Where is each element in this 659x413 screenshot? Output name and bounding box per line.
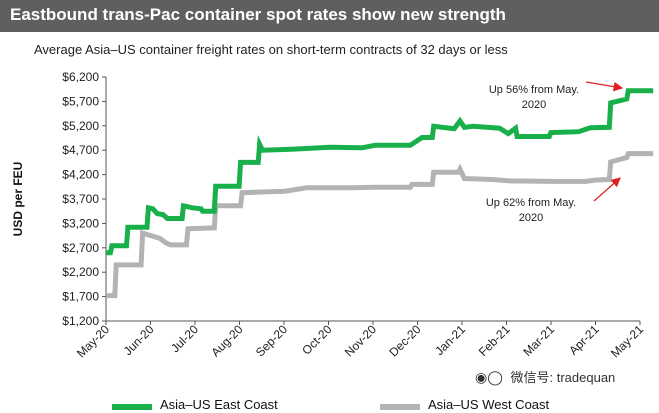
x-tick-label: Jan-21 (432, 322, 468, 358)
legend-label-east-coast: Asia–US East Coast (160, 397, 278, 412)
y-tick-label: $1,200 (62, 314, 99, 328)
legend-swatch-east-coast (112, 404, 152, 410)
x-tick-label: Mar-21 (520, 322, 557, 359)
legend-swatch-west-coast (380, 404, 420, 410)
watermark: ◉◯ 微信号: tradequan (472, 366, 619, 387)
wechat-icon: ◉◯ (475, 369, 503, 385)
x-tick-label: Aug-20 (208, 322, 245, 359)
title-bar: Eastbound trans-Pac container spot rates… (0, 0, 659, 32)
y-tick-label: $4,200 (62, 168, 99, 182)
y-tick-label: $1,700 (62, 290, 99, 304)
y-tick-label: $5,700 (62, 94, 99, 108)
x-tick-label: Dec-20 (386, 322, 423, 359)
annotation-east-line1: Up 56% from May. (489, 84, 579, 96)
annotation-east-line2: 2020 (522, 99, 546, 111)
x-tick-label: Apr-21 (566, 322, 602, 358)
y-axis-label: USD per FEU (11, 162, 25, 237)
y-tick-label: $3,700 (62, 192, 99, 206)
x-tick-label: Oct-20 (299, 322, 335, 358)
watermark-text: 微信号: tradequan (510, 370, 616, 385)
x-tick-label: May-21 (608, 322, 646, 360)
series-line-east-coast (106, 88, 654, 256)
y-tick-label: $2,700 (62, 241, 99, 255)
legend-label-west-coast: Asia–US West Coast (428, 397, 550, 412)
y-tick-label: $6,200 (62, 70, 99, 84)
series-line-west-coast (106, 151, 654, 299)
y-tick-label: $4,700 (62, 143, 99, 157)
chart-title: Eastbound trans-Pac container spot rates… (10, 5, 506, 24)
annotation-west-arrow (593, 177, 621, 202)
annotation-east-arrow (585, 81, 624, 92)
x-tick-label: Jun-20 (121, 322, 157, 358)
annotation-west-line2: 2020 (519, 212, 543, 224)
annotation-west-line1: Up 62% from May. (486, 197, 576, 209)
x-tick-label: Nov-20 (342, 322, 379, 359)
x-tick-label: Sep-20 (253, 322, 290, 359)
x-tick-label: Feb-21 (476, 322, 513, 359)
x-tick-label: Jul-20 (168, 322, 201, 355)
chart-subtitle: Average Asia–US container freight rates … (34, 42, 508, 57)
y-tick-label: $3,200 (62, 216, 99, 230)
y-tick-label: $5,200 (62, 119, 99, 133)
y-tick-label: $2,200 (62, 265, 99, 279)
